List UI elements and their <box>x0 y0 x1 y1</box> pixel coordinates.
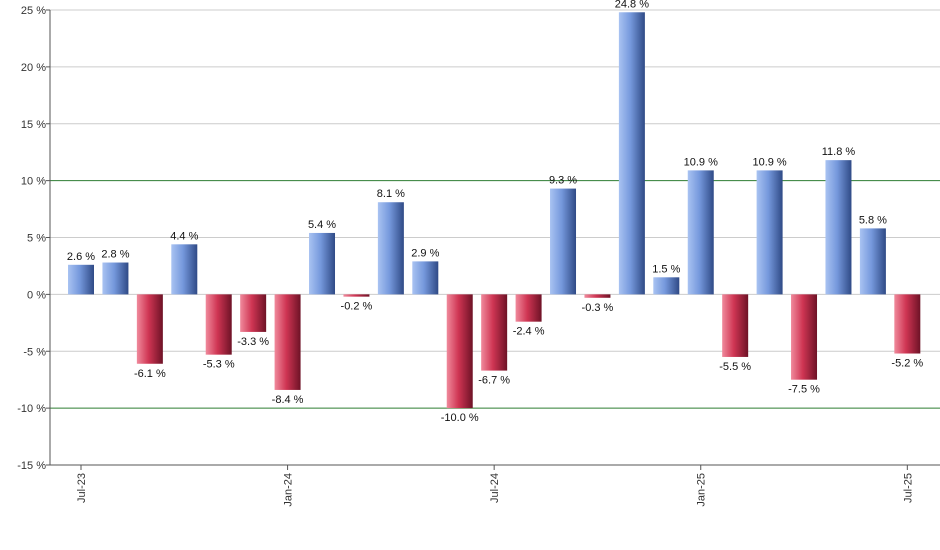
bar <box>412 261 439 295</box>
x-tick-label: Jan-25 <box>696 473 708 507</box>
data-label: 2.9 % <box>411 247 439 259</box>
data-label: -5.5 % <box>719 361 751 373</box>
data-label: 5.8 % <box>859 214 887 226</box>
data-label: -0.3 % <box>582 302 614 314</box>
bar <box>343 294 370 297</box>
data-label: -6.7 % <box>478 375 510 387</box>
data-label: -5.3 % <box>203 359 235 371</box>
plot-area: -15 % -10 % -5 % 0 % 5 % 10 % 15 % 20 % 25 % 2.6 … <box>17 0 940 507</box>
data-label: -10.0 % <box>441 412 479 424</box>
data-label: 2.8 % <box>101 249 129 261</box>
bar <box>102 262 129 295</box>
x-tick-label: Jan-24 <box>283 473 295 507</box>
data-label: -0.2 % <box>341 301 373 313</box>
bar <box>584 294 611 298</box>
y-tick-label: 25 % <box>21 5 46 17</box>
bar <box>68 264 94 295</box>
bar <box>377 202 404 295</box>
data-label: -3.3 % <box>237 336 269 348</box>
bar <box>205 294 232 355</box>
bar <box>309 232 336 295</box>
bar <box>274 294 301 390</box>
data-label: 5.4 % <box>308 219 336 231</box>
data-label: -6.1 % <box>134 368 166 380</box>
bar <box>859 228 886 295</box>
data-label: 24.8 % <box>615 0 649 10</box>
data-label: 10.9 % <box>684 156 718 168</box>
bar <box>825 160 852 295</box>
bar <box>515 294 542 322</box>
bar <box>618 12 645 295</box>
bar <box>653 277 680 295</box>
data-label: -7.5 % <box>788 384 820 396</box>
y-tick-label: -10 % <box>17 403 46 415</box>
y-tick-label: 10 % <box>21 176 46 188</box>
data-label: -5.2 % <box>891 358 923 370</box>
data-label: 8.1 % <box>377 188 405 200</box>
data-label: 2.6 % <box>67 251 95 263</box>
y-tick-label: 0 % <box>27 289 46 301</box>
bar <box>171 244 198 295</box>
y-tick-label: -5 % <box>23 346 46 358</box>
bar <box>550 188 577 295</box>
bar <box>481 294 508 371</box>
data-label: 1.5 % <box>652 263 680 275</box>
data-label: 4.4 % <box>170 230 198 242</box>
bar <box>756 170 783 295</box>
y-tick-label: 5 % <box>27 233 46 245</box>
x-tick-label: Jul-24 <box>489 473 501 503</box>
bar <box>791 294 818 380</box>
data-label: 10.9 % <box>752 156 786 168</box>
bar <box>446 294 473 409</box>
data-label: 9.3 % <box>549 175 577 187</box>
data-label: -8.4 % <box>272 394 304 406</box>
bar <box>136 294 163 364</box>
y-tick-label: -15 % <box>17 460 46 472</box>
data-label: 11.8 % <box>822 146 856 158</box>
x-tick-label: Jul-23 <box>76 473 88 503</box>
x-tick-label: Jul-25 <box>902 473 914 503</box>
bar <box>894 294 921 354</box>
y-tick-label: 20 % <box>21 62 46 74</box>
y-tick-label: 15 % <box>21 119 46 131</box>
bar <box>722 294 749 357</box>
data-label: -2.4 % <box>513 326 545 338</box>
bar <box>240 294 267 332</box>
bar <box>687 170 714 295</box>
